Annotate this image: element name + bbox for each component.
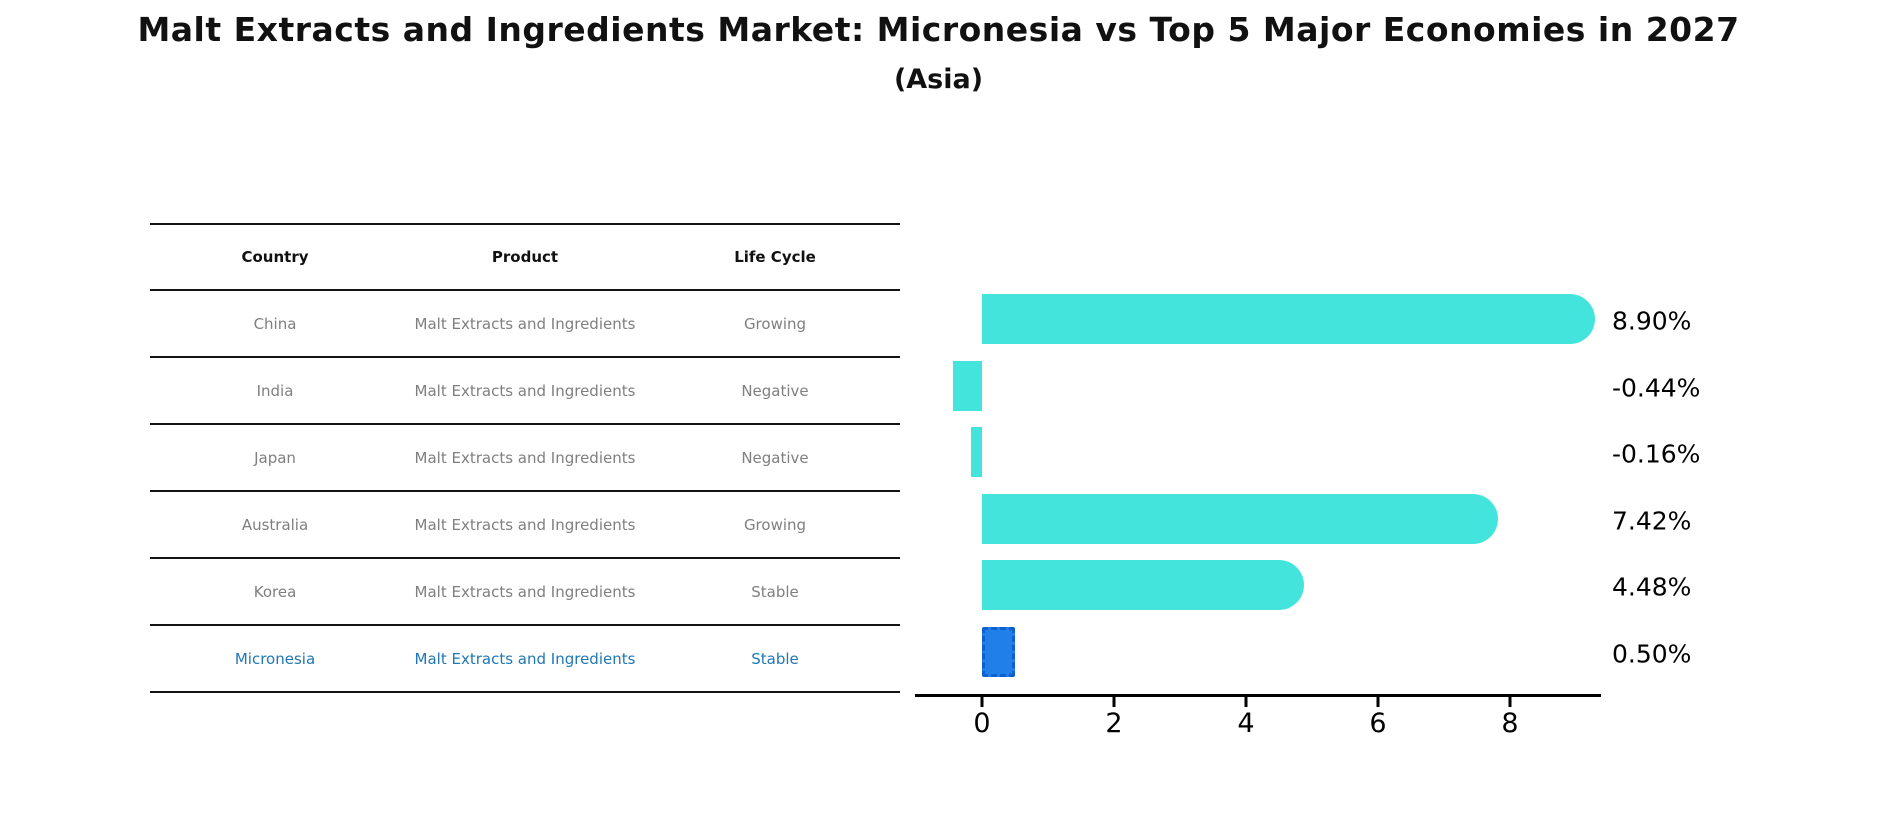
cell-lifecycle: Negative xyxy=(741,381,809,400)
value-label: 8.90% xyxy=(1612,306,1692,336)
value-label: -0.16% xyxy=(1612,439,1701,469)
cell-country: India xyxy=(256,381,294,400)
header-cell-country: Country xyxy=(241,248,309,266)
x-axis-tick xyxy=(980,697,984,707)
table-body: China Malt Extracts and Ingredients Growin… xyxy=(150,291,900,693)
value-label: 4.48% xyxy=(1612,572,1692,602)
cell-product: Malt Extracts and Ingredients xyxy=(414,515,636,534)
table-row: Micronesia Malt Extracts and Ingredients S… xyxy=(150,626,900,693)
x-axis-tick-label: 6 xyxy=(1369,708,1387,739)
value-label: 7.42% xyxy=(1612,506,1692,535)
bar-korea xyxy=(982,560,1304,610)
cell-lifecycle: Growing xyxy=(743,515,807,534)
cell-product: Malt Extracts and Ingredients xyxy=(414,448,636,467)
cell-lifecycle: Stable xyxy=(751,582,799,601)
bar-japan xyxy=(971,427,982,477)
x-axis-line xyxy=(915,694,1601,697)
cell-country: China xyxy=(253,314,297,333)
table-row: India Malt Extracts and Ingredients Negati… xyxy=(150,358,900,425)
cell-country: Japan xyxy=(254,448,296,467)
table-row: China Malt Extracts and Ingredients Growin… xyxy=(150,291,900,358)
page-subtitle: (Asia) xyxy=(893,64,984,95)
cell-product: Malt Extracts and Ingredients xyxy=(414,582,636,601)
table-row: Japan Malt Extracts and Ingredients Negati… xyxy=(150,425,900,492)
cell-product: Malt Extracts and Ingredients xyxy=(414,381,636,400)
x-axis-tick xyxy=(1112,697,1116,707)
x-axis-tick-label: 2 xyxy=(1105,708,1123,739)
cell-product: Malt Extracts and Ingredients xyxy=(414,314,636,333)
x-axis-tick-label: 0 xyxy=(973,708,991,739)
cell-product: Malt Extracts and Ingredients xyxy=(414,649,636,668)
x-axis-tick-label: 4 xyxy=(1237,708,1255,739)
table-header-row: Country Product Life Cycle xyxy=(150,225,900,291)
table-row: Australia Malt Extracts and Ingredients Gr… xyxy=(150,492,900,559)
x-axis-tick xyxy=(1508,697,1512,707)
bar-micronesia xyxy=(982,626,1015,677)
cell-country: Australia xyxy=(241,515,309,534)
x-axis-tick xyxy=(1244,697,1248,707)
cell-lifecycle: Growing xyxy=(743,314,807,333)
bar-china xyxy=(982,294,1596,344)
cell-country: Micronesia xyxy=(234,649,316,668)
x-axis-tick xyxy=(1376,697,1380,707)
header-cell-lifecycle: Life Cycle xyxy=(734,248,816,266)
x-axis-tick-label: 8 xyxy=(1501,708,1519,739)
cell-country: Korea xyxy=(253,582,297,601)
comparison-table: Country Product Life Cycle China Malt Ext… xyxy=(150,223,900,693)
bar-india xyxy=(952,360,982,411)
cell-lifecycle: Negative xyxy=(741,448,809,467)
bar-australia xyxy=(982,493,1498,544)
value-label: 0.50% xyxy=(1612,639,1692,668)
table-row: Korea Malt Extracts and Ingredients Stable xyxy=(150,559,900,626)
value-label: -0.44% xyxy=(1612,373,1701,402)
page-title: Malt Extracts and Ingredients Market: Mi… xyxy=(137,10,1740,49)
header-cell-product: Product xyxy=(491,248,559,266)
cell-lifecycle: Stable xyxy=(751,649,799,668)
